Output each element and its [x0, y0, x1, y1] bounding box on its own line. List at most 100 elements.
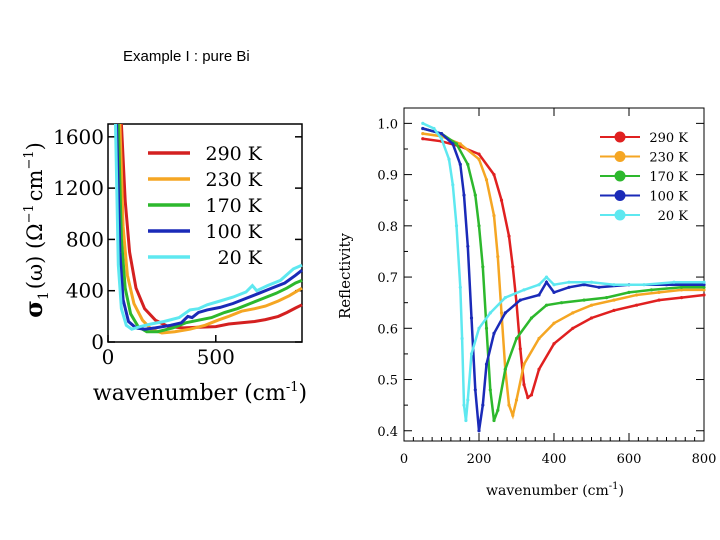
data-point — [439, 137, 444, 141]
data-point — [477, 152, 481, 156]
data-point — [552, 290, 556, 294]
y-tick-label: 800 — [66, 227, 104, 251]
data-point — [537, 336, 541, 341]
plot-frame — [107, 123, 303, 343]
data-point — [544, 275, 549, 279]
data-point — [627, 290, 631, 294]
data-point — [451, 183, 455, 187]
data-point — [496, 408, 500, 412]
x-tick-label: 500 — [197, 345, 235, 369]
y-tick-label: 1200 — [53, 176, 104, 200]
data-point — [657, 298, 661, 302]
data-point — [432, 126, 436, 131]
data-point — [559, 301, 564, 305]
y-tick-label: 0.9 — [377, 169, 398, 184]
data-point — [518, 347, 522, 351]
data-point — [679, 288, 684, 292]
data-point — [477, 157, 481, 161]
legend-label: 230 K — [206, 169, 263, 191]
data-point — [634, 293, 639, 297]
legend-label: 170 K — [649, 170, 688, 185]
data-point — [421, 132, 425, 136]
series-line-170k — [116, 123, 303, 334]
series-line-230k — [422, 132, 704, 420]
data-point — [466, 398, 470, 402]
data-point — [469, 316, 474, 320]
data-point — [702, 280, 706, 284]
data-point — [552, 283, 556, 287]
data-point — [634, 303, 639, 307]
data-point — [454, 142, 459, 146]
legend-label: 290 K — [206, 143, 263, 165]
data-point — [522, 362, 526, 366]
series-line-170k — [422, 127, 704, 421]
data-point — [488, 311, 492, 315]
data-point — [492, 418, 496, 423]
data-point — [702, 285, 706, 289]
y-tick-label: 0.7 — [377, 271, 398, 286]
data-point — [462, 403, 466, 407]
y-tick-label: 0 — [91, 330, 104, 354]
y-tick-label: 0.5 — [377, 374, 398, 389]
series-line-20k — [422, 122, 704, 421]
data-point — [537, 293, 541, 297]
data-point — [571, 311, 575, 315]
data-point — [612, 298, 616, 302]
data-point — [526, 395, 530, 400]
slide-title: Example I : pure Bi — [123, 48, 250, 65]
data-point — [492, 173, 496, 177]
series-line-290k — [119, 123, 303, 330]
data-point — [544, 303, 549, 307]
data-point — [514, 398, 519, 402]
data-point — [518, 298, 522, 302]
data-point — [544, 280, 549, 284]
data-point — [702, 288, 706, 292]
x-tick-label: 400 — [542, 452, 567, 467]
data-point — [466, 162, 470, 166]
data-point — [522, 383, 526, 387]
data-point — [421, 121, 425, 125]
data-point — [702, 293, 706, 297]
data-point — [511, 265, 515, 269]
data-point — [567, 280, 571, 284]
data-point — [477, 429, 481, 433]
y-tick-label: 1600 — [53, 125, 104, 149]
data-point — [503, 367, 507, 371]
data-point — [571, 326, 575, 330]
x-axis-label-2: wavenumber (cm-1) — [486, 481, 624, 499]
legend-label: 230 K — [649, 151, 688, 166]
x-tick-label: 0 — [400, 452, 408, 467]
data-point — [679, 296, 684, 300]
data-point — [473, 193, 477, 197]
x-tick-label: 800 — [692, 452, 717, 467]
data-point — [484, 178, 489, 182]
data-point — [499, 311, 504, 315]
data-point — [507, 234, 511, 238]
data-point — [477, 224, 481, 228]
data-point — [679, 285, 684, 289]
series-line-100k — [115, 123, 303, 331]
y-tick-label: 1.0 — [377, 117, 398, 132]
data-point — [451, 142, 455, 146]
data-point — [589, 280, 594, 284]
data-point — [492, 214, 496, 218]
data-point — [421, 137, 425, 141]
y-axis-label-2: Reflectivity — [336, 232, 354, 319]
data-point — [484, 362, 489, 366]
data-point — [514, 336, 519, 341]
data-point — [481, 265, 485, 269]
data-point — [492, 331, 496, 335]
x-tick-label: 0 — [102, 345, 115, 369]
y-axis-label: σ1(ω) (Ω−1cm−1) — [19, 142, 52, 318]
data-point — [537, 283, 541, 287]
x-axis-label: wavenumber (cm-1) — [93, 380, 307, 406]
legend-marker — [614, 131, 626, 143]
data-point — [642, 283, 646, 287]
data-point — [439, 132, 444, 136]
data-point — [552, 342, 556, 346]
data-point — [529, 316, 534, 320]
data-point — [589, 316, 594, 320]
legend-label: 100 K — [649, 190, 688, 205]
data-point — [657, 290, 661, 294]
